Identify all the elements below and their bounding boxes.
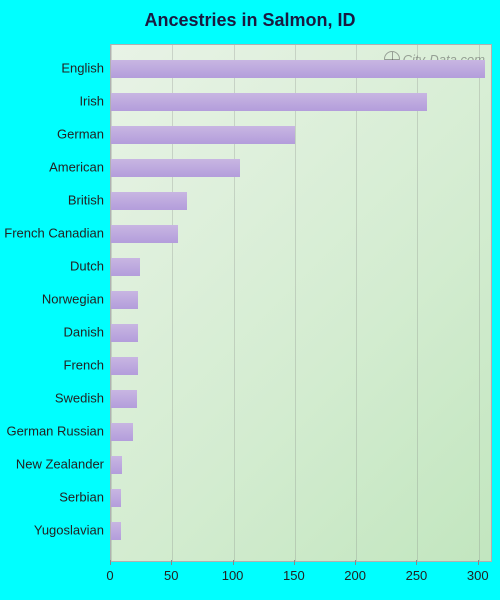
bar <box>111 423 133 441</box>
y-category-label: British <box>68 193 104 208</box>
y-category-label: Danish <box>64 325 104 340</box>
bar <box>111 126 295 144</box>
y-category-label: Serbian <box>59 490 104 505</box>
bar <box>111 225 178 243</box>
x-tick-label: 250 <box>406 568 428 583</box>
x-tick <box>110 560 111 565</box>
x-tick-label: 50 <box>164 568 178 583</box>
x-tick <box>171 560 172 565</box>
x-tick <box>294 560 295 565</box>
grid-line <box>479 45 480 561</box>
bar <box>111 522 121 540</box>
y-category-label: Dutch <box>70 259 104 274</box>
grid-line <box>295 45 296 561</box>
bar <box>111 456 122 474</box>
chart-title: Ancestries in Salmon, ID <box>0 10 500 31</box>
y-category-label: English <box>61 61 104 76</box>
x-tick <box>478 560 479 565</box>
y-category-label: American <box>49 160 104 175</box>
chart-canvas: Ancestries in Salmon, ID City-Data.com 0… <box>0 0 500 600</box>
y-category-label: German <box>57 127 104 142</box>
y-category-label: New Zealander <box>16 457 104 472</box>
y-category-label: French <box>64 358 104 373</box>
bar <box>111 60 485 78</box>
y-category-label: French Canadian <box>4 226 104 241</box>
x-tick-label: 100 <box>222 568 244 583</box>
bar <box>111 291 138 309</box>
x-tick-label: 200 <box>344 568 366 583</box>
grid-line <box>417 45 418 561</box>
plot-area: City-Data.com <box>110 44 492 562</box>
y-category-label: Yugoslavian <box>34 523 104 538</box>
x-tick-label: 150 <box>283 568 305 583</box>
grid-line <box>234 45 235 561</box>
bar <box>111 390 137 408</box>
y-category-label: German Russian <box>6 424 104 439</box>
bar <box>111 159 240 177</box>
x-tick <box>355 560 356 565</box>
grid-line <box>356 45 357 561</box>
y-category-label: Swedish <box>55 391 104 406</box>
bar <box>111 324 138 342</box>
x-tick-label: 300 <box>467 568 489 583</box>
x-tick-label: 0 <box>106 568 113 583</box>
y-category-label: Irish <box>79 94 104 109</box>
x-tick <box>233 560 234 565</box>
bar <box>111 489 121 507</box>
bar <box>111 258 140 276</box>
bar <box>111 93 427 111</box>
x-tick <box>416 560 417 565</box>
grid-line <box>172 45 173 561</box>
y-category-label: Norwegian <box>42 292 104 307</box>
bar <box>111 192 187 210</box>
bar <box>111 357 138 375</box>
